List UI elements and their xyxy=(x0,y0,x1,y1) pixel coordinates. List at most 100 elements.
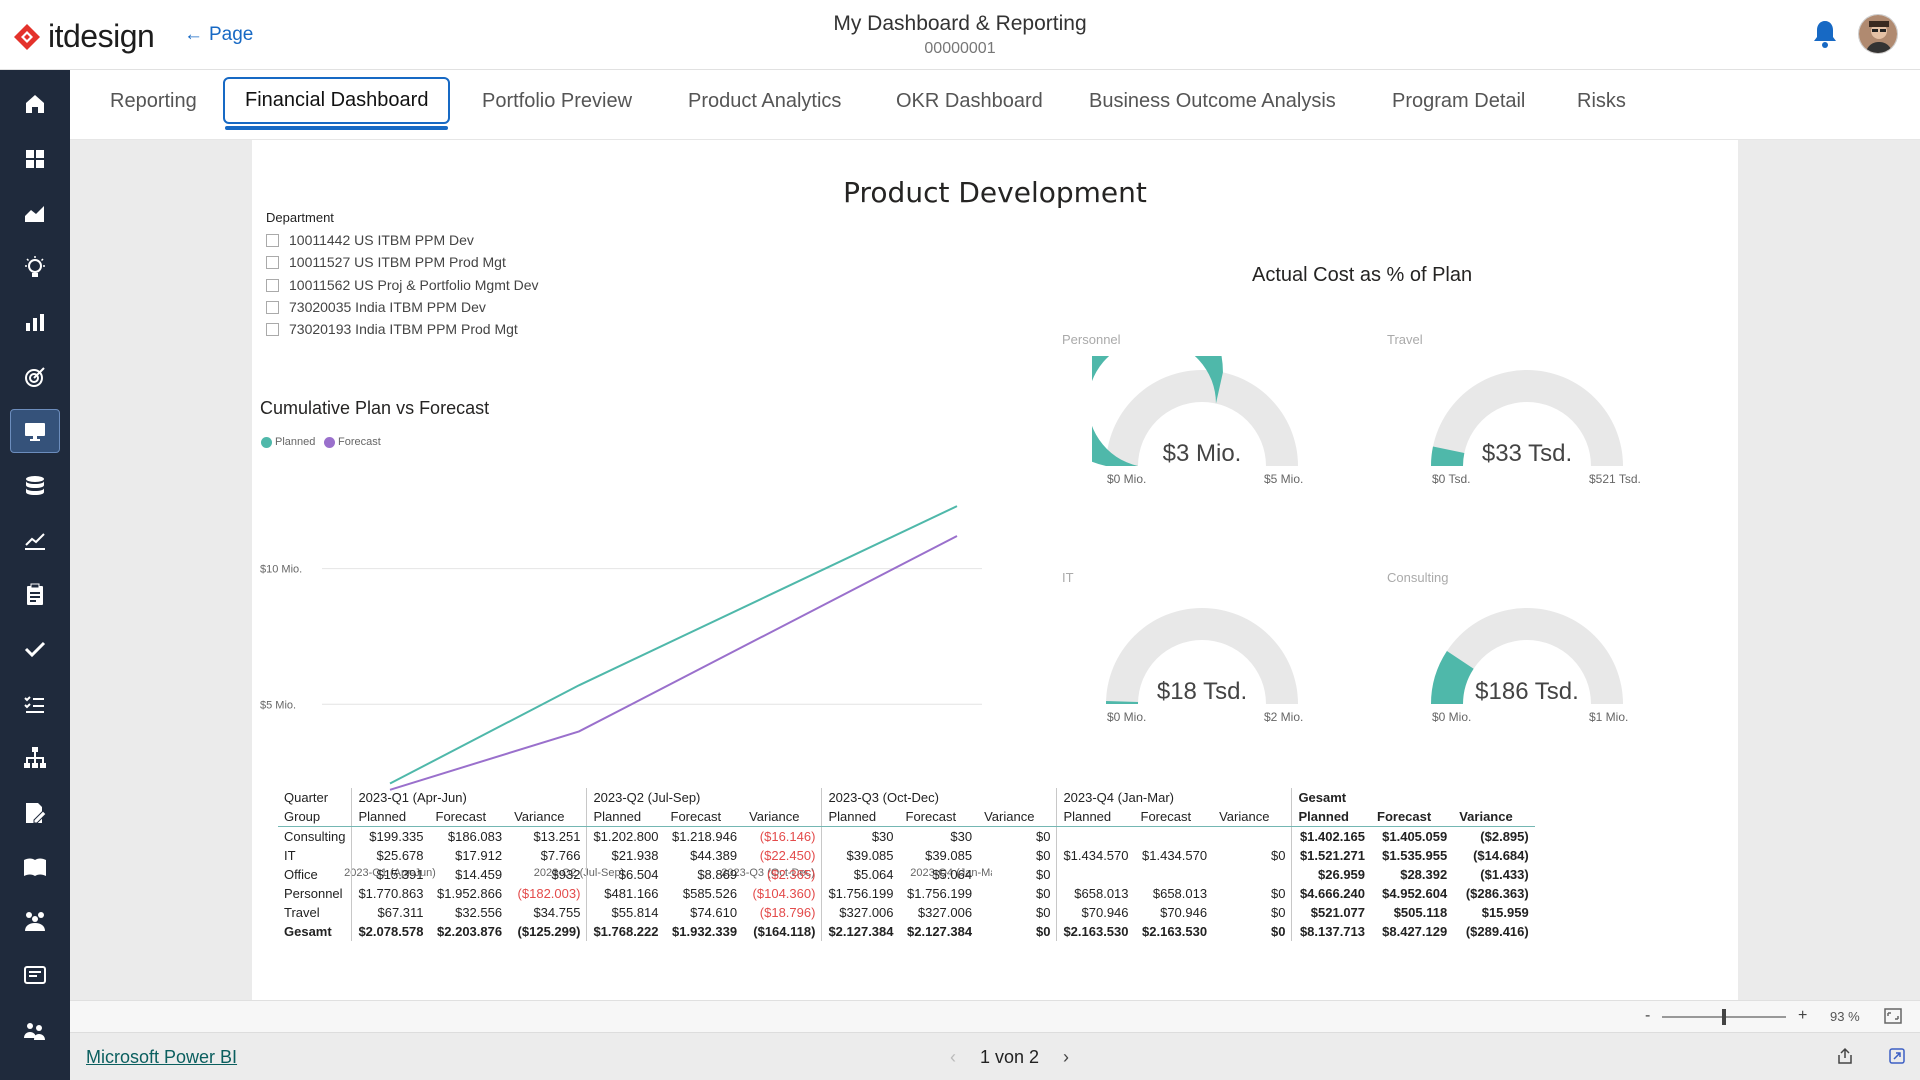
expand-icon[interactable] xyxy=(1888,1047,1906,1070)
page-navigator: ‹ 1 von 2 › xyxy=(950,1047,1069,1068)
microsoft-power-bi-link[interactable]: Microsoft Power BI xyxy=(86,1047,238,1067)
matrix-cell: $2.078.578 xyxy=(351,922,430,941)
matrix-cell: $67.311 xyxy=(351,903,430,922)
zoom-level: 93 % xyxy=(1830,1009,1860,1024)
table-row[interactable]: Office $15.391 $14.459 $932 $6.504 $8.869 ($2.… xyxy=(278,865,1535,884)
table-row[interactable]: Travel $67.311 $32.556 $34.755 $55.814 $74.61… xyxy=(278,903,1535,922)
department-option[interactable]: 73020035 India ITBM PPM Dev xyxy=(266,299,486,315)
gauge-track xyxy=(1431,608,1623,704)
checkbox[interactable] xyxy=(266,278,279,292)
zoom-slider-thumb[interactable] xyxy=(1722,1009,1726,1025)
tab-program-detail[interactable]: Program Detail xyxy=(1392,90,1526,112)
department-option[interactable]: 10011442 US ITBM PPM Dev xyxy=(266,232,474,248)
legend-item-forecast[interactable]: Forecast xyxy=(324,436,381,448)
itdesign-logo[interactable]: itdesign xyxy=(12,18,155,55)
matrix-cell: $0 xyxy=(978,903,1058,922)
matrix-cell: $2.163.530 xyxy=(1063,924,1129,939)
top-bar: itdesign ← Page My Dashboard & Reporting… xyxy=(0,0,1920,70)
sidebar-item[interactable] xyxy=(10,355,60,399)
previous-page-icon[interactable]: ‹ xyxy=(950,1047,956,1067)
department-option[interactable]: 73020193 India ITBM PPM Prod Mgt xyxy=(266,321,518,337)
tab-reporting[interactable]: Reporting xyxy=(110,90,197,112)
sidebar-item[interactable] xyxy=(10,300,60,344)
gauge-max-label: $5 Mio. xyxy=(1264,472,1304,486)
cost-matrix-table[interactable]: Quarter 2023-Q1 (Apr-Jun) 2023-Q2 (Jul-S… xyxy=(278,788,1535,941)
back-label: Page xyxy=(209,24,254,45)
matrix-cell: $2.163.530 xyxy=(1142,924,1208,939)
legend-item-planned[interactable]: Planned xyxy=(261,436,315,448)
gauge-value: $3 Mio. xyxy=(1162,440,1242,467)
arrow-left-icon: ← xyxy=(184,24,203,45)
page-subtitle: 00000001 xyxy=(924,40,996,57)
checkbox[interactable] xyxy=(266,233,279,247)
sidebar-item[interactable] xyxy=(10,137,60,181)
zoom-in-button[interactable]: + xyxy=(1798,1007,1808,1024)
table-row[interactable]: Consulting $199.335 $186.083 $13.251 $1.202.… xyxy=(278,826,1535,846)
table-row[interactable]: IT $25.678 $17.912 $7.766 $21.938 $44.389 ($22… xyxy=(278,846,1535,865)
series-line-planned[interactable] xyxy=(389,505,958,785)
sidebar-item[interactable] xyxy=(10,954,60,998)
sidebar-item[interactable] xyxy=(10,518,60,562)
tab-financial-dashboard[interactable]: Financial Dashboard xyxy=(223,77,451,130)
checkbox[interactable] xyxy=(266,322,279,336)
clipboard-icon xyxy=(27,583,43,605)
checkbox[interactable] xyxy=(266,300,279,314)
tab-risks[interactable]: Risks xyxy=(1577,90,1626,112)
matrix-cell: $8.137.713 xyxy=(1299,924,1366,939)
tab-okr-dashboard[interactable]: OKR Dashboard xyxy=(896,90,1043,112)
tab-business-outcome-analysis[interactable]: Business Outcome Analysis xyxy=(1089,90,1336,112)
gauge-min-label: $0 Mio. xyxy=(1107,710,1147,724)
legend-label-planned: Planned xyxy=(275,436,316,448)
sidebar-item[interactable] xyxy=(10,82,60,126)
sidebar-item[interactable] xyxy=(10,900,60,944)
matrix-measure-header: Variance xyxy=(743,807,823,827)
back-to-page-link[interactable]: ← Page xyxy=(184,24,253,46)
sidebar-item[interactable] xyxy=(10,464,60,508)
sidebar-item[interactable] xyxy=(10,246,60,290)
sidebar-item[interactable] xyxy=(10,682,60,726)
fit-to-page-icon[interactable] xyxy=(1884,1008,1902,1029)
gauge-track xyxy=(1106,370,1298,466)
grid-icon xyxy=(26,149,44,168)
matrix-total-header: Gesamt xyxy=(1298,790,1347,805)
next-page-icon[interactable]: › xyxy=(1063,1047,1070,1067)
matrix-cell: $1.434.570 xyxy=(1063,848,1129,863)
gauge-travel[interactable] xyxy=(1417,356,1637,476)
matrix-cell: $5.064 xyxy=(932,867,973,882)
department-option-label: 73020193 India ITBM PPM Prod Mgt xyxy=(289,321,518,337)
y-tick-label: $5 Mio. xyxy=(260,699,296,711)
matrix-cell: $1.932.339 xyxy=(672,924,738,939)
sidebar-item[interactable] xyxy=(10,791,60,835)
sidebar-item[interactable] xyxy=(10,409,60,453)
matrix-cell: $521.077 xyxy=(1310,905,1366,920)
message-icon xyxy=(24,966,46,984)
sidebar-item[interactable] xyxy=(10,845,60,889)
share-icon[interactable] xyxy=(1836,1047,1854,1070)
gauge-it[interactable] xyxy=(1092,594,1312,714)
sidebar-item[interactable] xyxy=(10,1009,60,1053)
notification-bell-icon[interactable] xyxy=(1810,18,1840,55)
checkbox[interactable] xyxy=(266,255,279,269)
matrix-cell: $32.556 xyxy=(455,905,503,920)
sidebar-item[interactable] xyxy=(10,191,60,235)
sidebar-item[interactable] xyxy=(10,573,60,617)
matrix-cell: $25.678 xyxy=(351,846,430,865)
department-option[interactable]: 10011527 US ITBM PPM Prod Mgt xyxy=(266,254,506,270)
tab-product-analytics[interactable]: Product Analytics xyxy=(688,90,842,112)
department-option-label: 10011442 US ITBM PPM Dev xyxy=(289,232,474,248)
gauge-consulting[interactable] xyxy=(1417,594,1637,714)
matrix-cell: $1.434.570 xyxy=(1142,848,1208,863)
zoom-slider-track[interactable] xyxy=(1662,1009,1786,1025)
user-avatar[interactable] xyxy=(1858,14,1898,54)
table-row[interactable]: Personnel $1.770.863 $1.952.866 ($182.003) $… xyxy=(278,884,1535,903)
gauge-personnel[interactable] xyxy=(1092,356,1312,476)
matrix-cell: ($16.146) xyxy=(743,826,823,846)
sidebar-item[interactable] xyxy=(10,736,60,780)
tab-financial-dashboard-label: Financial Dashboard xyxy=(245,89,429,111)
table-row[interactable]: Gesamt $2.078.578 $2.203.876 ($125.299) $1.7… xyxy=(278,922,1535,941)
series-line-forecast[interactable] xyxy=(389,535,958,791)
department-option[interactable]: 10011562 US Proj & Portfolio Mgmt Dev xyxy=(266,277,539,293)
tab-portfolio-preview[interactable]: Portfolio Preview xyxy=(482,90,633,112)
zoom-out-button[interactable]: - xyxy=(1645,1007,1651,1024)
sidebar-item[interactable] xyxy=(10,627,60,671)
